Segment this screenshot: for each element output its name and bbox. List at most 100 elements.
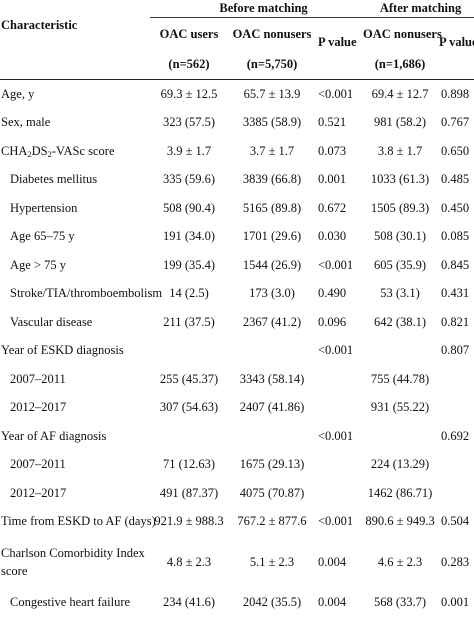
oac-nonusers-after-value: 3.8 ± 1.7 <box>377 143 423 158</box>
p-value-before: 0.672 <box>318 200 347 215</box>
oac-nonusers-after-value: 755 (44.78) <box>370 371 430 386</box>
p-value-before: <0.001 <box>318 86 354 101</box>
table-row: CHA2DS2-VASc score 3.9 ± 1.7 3.7 ± 1.7 0.07… <box>0 137 474 166</box>
oac-nonusers-before-value: 3343 (58.14) <box>239 371 305 386</box>
row-label: 2007–2011 <box>10 457 66 472</box>
row-label: Year of AF diagnosis <box>1 428 107 443</box>
oac-users-value: 3.9 ± 1.7 <box>166 143 212 158</box>
p-value-after <box>437 451 474 480</box>
p-value-after: 0.650 <box>441 143 470 158</box>
oac-nonusers-before-value: 1701 (29.6) <box>242 229 302 244</box>
row-label: Sex, male <box>1 115 51 130</box>
oac-users-heading: OAC users <box>159 26 219 41</box>
p-value-before: 0.521 <box>318 115 347 130</box>
before-matching-heading: Before matching <box>150 0 364 18</box>
row-label: 2007–2011 <box>10 371 66 386</box>
p-value-before: 0.001 <box>318 172 347 187</box>
row-label: 2012–2017 <box>10 400 67 415</box>
oac-nonusers-after-value: 4.6 ± 2.3 <box>377 554 423 569</box>
p-value-after: 0.898 <box>441 86 470 101</box>
oac-nonusers-after-value: 1033 (61.3) <box>370 172 430 187</box>
oac-nonusers-after-value: 69.4 ± 12.7 <box>371 86 429 101</box>
table-row: Charlson Comorbidity Index score 4.8 ± 2.… <box>0 536 474 588</box>
oac-users-value: 234 (41.6) <box>162 594 216 609</box>
p-value-before <box>316 479 363 508</box>
row-label: Vascular disease <box>10 314 93 329</box>
n-nonusers-after: (n=1,686) <box>363 50 438 80</box>
oac-nonusers-before-value: 2042 (35.5) <box>242 594 302 609</box>
sample-size-row: (n=562) (n=5,750) (n=1,686) <box>0 50 474 80</box>
row-label: Hypertension <box>10 200 78 215</box>
oac-nonusers-before-value: 3385 (58.9) <box>242 115 302 130</box>
oac-nonusers-before-value: 2407 (41.86) <box>239 400 305 415</box>
oac-nonusers-before-value <box>228 422 316 451</box>
oac-nonusers-after-heading: OAC nonusers <box>363 26 442 41</box>
oac-users-value: 211 (37.5) <box>163 314 215 329</box>
oac-users-value: 491 (87.37) <box>159 485 219 500</box>
table-row: 2007–2011 255 (45.37) 3343 (58.14) 755 (44.… <box>0 365 474 394</box>
oac-nonusers-before-value: 3839 (66.8) <box>242 172 302 187</box>
table-row: Age 65–75 y 191 (34.0) 1701 (29.6) 0.030 508… <box>0 223 474 252</box>
p-value-after: 0.504 <box>441 514 470 529</box>
row-label: Age, y <box>1 86 35 101</box>
p-value-after: 0.807 <box>441 343 470 358</box>
oac-nonusers-after-value: 981 (58.2) <box>373 115 427 130</box>
oac-users-value: 71 (12.63) <box>162 457 216 472</box>
oac-nonusers-after-value: 53 (3.1) <box>380 286 420 301</box>
oac-users-value: 14 (2.5) <box>169 286 209 301</box>
table-row: Diabetes mellitus 335 (59.6) 3839 (66.8) 0.… <box>0 166 474 195</box>
oac-users-value: 199 (35.4) <box>162 257 216 272</box>
p-value-after: 0.085 <box>441 229 470 244</box>
oac-users-value: 508 (90.4) <box>162 200 216 215</box>
table-row: 2007–2011 71 (12.63) 1675 (29.13) 224 (13.2… <box>0 451 474 480</box>
row-label: Age 65–75 y <box>10 229 75 244</box>
p-value-before <box>316 394 363 423</box>
p-value-before: 0.004 <box>318 554 347 569</box>
p-value-after: 0.767 <box>441 115 470 130</box>
oac-nonusers-before-value: 3.7 ± 1.7 <box>249 143 295 158</box>
table-row: Congestive heart failure 234 (41.6) 2042 (… <box>0 588 474 617</box>
table-row: Time from ESKD to AF (days) 921.9 ± 988.3… <box>0 508 474 537</box>
oac-nonusers-before-heading: OAC nonusers <box>232 26 312 41</box>
oac-nonusers-after-value: 224 (13.29) <box>370 457 430 472</box>
oac-nonusers-after-value: 568 (33.7) <box>373 594 427 609</box>
row-label: Age > 75 y <box>10 257 66 272</box>
oac-users-value: 191 (34.0) <box>162 229 216 244</box>
table-row: Year of AF diagnosis <0.001 0.692 <box>0 422 474 451</box>
p-value-before: 0.030 <box>318 229 347 244</box>
p-value-before: 0.073 <box>318 143 347 158</box>
table-row: Age > 75 y 199 (35.4) 1544 (26.9) <0.001 605… <box>0 251 474 280</box>
p-value-after: 0.001 <box>441 594 470 609</box>
oac-nonusers-before-value: 5165 (89.8) <box>242 200 302 215</box>
table-row: Year of ESKD diagnosis <0.001 0.807 <box>0 337 474 366</box>
oac-nonusers-before-value: 767.2 ± 877.6 <box>237 514 307 529</box>
row-label: CHA2DS2-VASc score <box>1 143 115 159</box>
row-label: Diabetes mellitus <box>10 172 98 187</box>
oac-users-value: 4.8 ± 2.3 <box>166 554 212 569</box>
p-value-before: <0.001 <box>318 257 354 272</box>
oac-nonusers-after-value: 890.6 ± 949.3 <box>365 514 435 529</box>
oac-nonusers-after-value <box>363 422 437 451</box>
oac-users-value: 255 (45.37) <box>159 371 219 386</box>
p-value-before: <0.001 <box>318 343 354 358</box>
table-row: Vascular disease 211 (37.5) 2367 (41.2) 0.0… <box>0 308 474 337</box>
oac-users-value <box>150 422 228 451</box>
p-value-after <box>437 479 474 508</box>
after-matching-heading: After matching <box>363 0 474 18</box>
table-row: Stroke/TIA/thromboembolism 14 (2.5) 173 (3… <box>0 280 474 309</box>
oac-nonusers-before-value: 173 (3.0) <box>249 286 295 301</box>
column-header-row: Characteristic OAC users OAC nonusers P … <box>0 18 474 51</box>
oac-nonusers-after-value <box>363 337 437 366</box>
oac-nonusers-before-value: 4075 (70.87) <box>239 485 305 500</box>
oac-users-value: 69.3 ± 12.5 <box>160 86 218 101</box>
p-value-before <box>316 451 363 480</box>
p-value-after: 0.485 <box>441 172 470 187</box>
p-value-after <box>437 394 474 423</box>
oac-nonusers-before-value: 1675 (29.13) <box>239 457 305 472</box>
row-label: Charlson Comorbidity Index score <box>1 546 145 578</box>
oac-users-value: 307 (54.63) <box>159 400 219 415</box>
row-label: Stroke/TIA/thromboembolism <box>10 286 163 301</box>
oac-users-value <box>150 337 228 366</box>
